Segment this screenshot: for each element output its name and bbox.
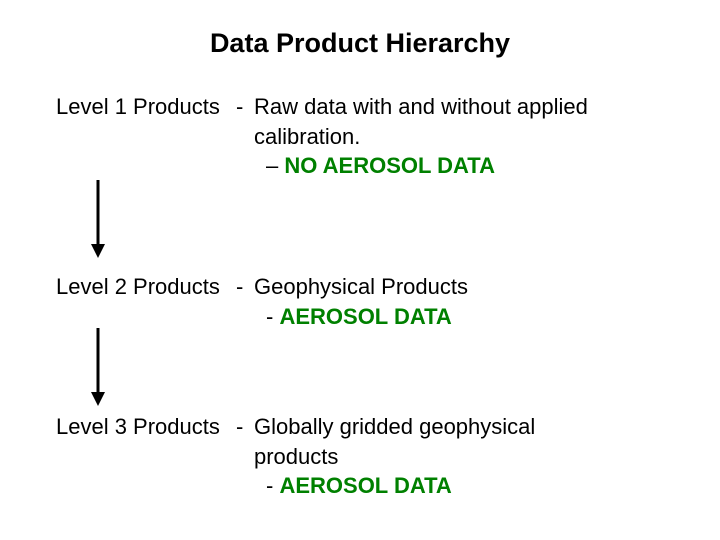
spacer bbox=[56, 471, 236, 501]
spacer bbox=[56, 302, 236, 332]
level-2-label: Level 2 Products bbox=[56, 272, 236, 302]
level-2-highlight: AEROSOL DATA bbox=[279, 304, 451, 329]
slide: Data Product Hierarchy Level 1 Products … bbox=[0, 0, 720, 540]
level-1-desc-line2: calibration. bbox=[254, 122, 676, 152]
spacer bbox=[236, 471, 254, 501]
dash-icon: - bbox=[236, 272, 254, 302]
spacer bbox=[56, 122, 236, 152]
spacer bbox=[236, 302, 254, 332]
dash-icon: - bbox=[236, 412, 254, 442]
sub-prefix: - bbox=[266, 473, 279, 498]
level-3-sub: - AEROSOL DATA bbox=[254, 471, 676, 501]
spacer bbox=[236, 151, 254, 181]
spacer bbox=[236, 442, 254, 472]
sub-prefix: – bbox=[266, 153, 284, 178]
sub-prefix: - bbox=[266, 304, 279, 329]
spacer bbox=[56, 151, 236, 181]
arrow-down-icon bbox=[88, 328, 108, 408]
spacer bbox=[236, 122, 254, 152]
level-1-block: Level 1 Products - Raw data with and wit… bbox=[56, 92, 676, 181]
level-3-label: Level 3 Products bbox=[56, 412, 236, 442]
level-3-desc-line1: Globally gridded geophysical bbox=[254, 412, 676, 442]
level-3-block: Level 3 Products - Globally gridded geop… bbox=[56, 412, 676, 501]
level-1-label: Level 1 Products bbox=[56, 92, 236, 122]
level-1-desc-line1: Raw data with and without applied bbox=[254, 92, 676, 122]
arrow-down-icon bbox=[88, 180, 108, 260]
level-1-sub: – NO AEROSOL DATA bbox=[254, 151, 676, 181]
level-3-desc-line2: products bbox=[254, 442, 676, 472]
level-1-highlight: NO AEROSOL DATA bbox=[284, 153, 495, 178]
level-3-highlight: AEROSOL DATA bbox=[279, 473, 451, 498]
spacer bbox=[56, 442, 236, 472]
slide-title: Data Product Hierarchy bbox=[0, 28, 720, 59]
level-2-sub: - AEROSOL DATA bbox=[254, 302, 676, 332]
level-2-block: Level 2 Products - Geophysical Products … bbox=[56, 272, 676, 331]
dash-icon: - bbox=[236, 92, 254, 122]
level-2-desc-line1: Geophysical Products bbox=[254, 272, 676, 302]
